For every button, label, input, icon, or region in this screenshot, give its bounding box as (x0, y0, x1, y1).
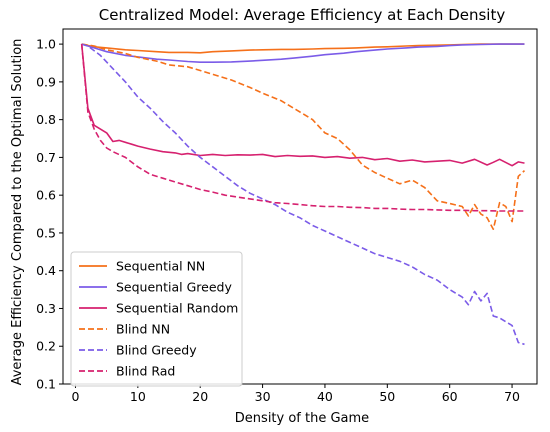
x-tick-label: 20 (192, 389, 208, 404)
series-line-3 (81, 43, 526, 230)
legend-label: Sequential Random (116, 301, 238, 316)
legend-label: Sequential Greedy (116, 280, 232, 295)
legend-label: Sequential NN (116, 259, 205, 274)
x-tick-label: 60 (442, 389, 458, 404)
y-tick-label: 0.8 (36, 112, 56, 127)
legend-label: Blind NN (116, 322, 170, 337)
series-line-5 (80, 44, 525, 212)
legend-label: Blind Greedy (116, 343, 197, 358)
chart-title: Centralized Model: Average Efficiency at… (99, 6, 506, 24)
y-tick-label: 0.3 (36, 301, 56, 316)
y-tick-label: 0.9 (36, 74, 56, 89)
y-tick-label: 0.7 (36, 150, 56, 165)
legend-label: Blind Rad (116, 364, 175, 379)
y-tick-label: 0.2 (36, 339, 56, 354)
legend: Sequential NN Sequential Greedy Sequential… (70, 251, 243, 387)
series-line-2 (80, 44, 525, 167)
x-tick-label: 0 (71, 389, 79, 404)
x-tick-label: 50 (379, 389, 395, 404)
y-tick-label: 0.6 (36, 188, 56, 203)
y-tick-label: 0.5 (36, 225, 56, 240)
series-line-1 (81, 43, 525, 64)
x-tick-label: 30 (255, 389, 271, 404)
legend-box (70, 251, 243, 387)
x-tick-label: 40 (317, 389, 333, 404)
plot-lines (80, 43, 526, 346)
x-axis-label: Density of the Game (235, 411, 369, 426)
series-line-4 (81, 43, 525, 346)
y-tick-label: 0.4 (36, 263, 56, 278)
x-tick-label: 70 (504, 389, 520, 404)
y-tick-label: 1.0 (36, 37, 56, 52)
y-axis-label: Average Efficiency Compared to the Optim… (10, 39, 25, 386)
y-tick-label: 0.1 (36, 377, 56, 392)
plot-frame (62, 28, 538, 385)
x-tick-label: 10 (130, 389, 146, 404)
y-axis-ticks: 0.1 0.2 0.3 0.4 0.5 0.6 0.7 0.8 0.9 1.0 (36, 37, 63, 392)
x-axis-ticks: 0 10 20 30 40 50 60 70 (71, 384, 520, 404)
